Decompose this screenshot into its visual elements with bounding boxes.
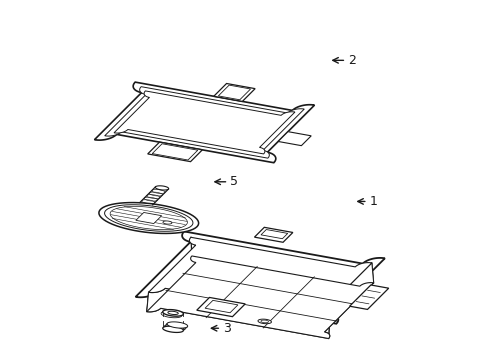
Text: 3: 3 <box>223 322 230 335</box>
Polygon shape <box>104 205 193 231</box>
Polygon shape <box>148 237 371 318</box>
Polygon shape <box>196 297 244 317</box>
Polygon shape <box>167 311 178 315</box>
Polygon shape <box>163 221 172 224</box>
Polygon shape <box>135 231 384 324</box>
Polygon shape <box>166 323 186 329</box>
Polygon shape <box>146 288 329 338</box>
Polygon shape <box>114 91 294 154</box>
Polygon shape <box>147 142 202 162</box>
Text: 1: 1 <box>369 195 377 208</box>
Polygon shape <box>136 212 162 224</box>
Polygon shape <box>155 186 168 190</box>
Polygon shape <box>278 132 310 146</box>
Polygon shape <box>163 310 183 316</box>
Polygon shape <box>167 322 187 328</box>
Polygon shape <box>110 206 187 230</box>
Polygon shape <box>213 84 255 102</box>
Polygon shape <box>261 320 268 323</box>
Polygon shape <box>146 256 373 338</box>
Polygon shape <box>94 82 314 163</box>
Polygon shape <box>163 326 183 332</box>
Polygon shape <box>152 144 197 160</box>
Polygon shape <box>324 263 373 338</box>
Polygon shape <box>104 87 304 158</box>
Polygon shape <box>99 203 198 233</box>
Polygon shape <box>258 319 271 324</box>
Polygon shape <box>164 324 185 331</box>
Text: 2: 2 <box>347 54 355 67</box>
Text: 4: 4 <box>223 304 230 317</box>
Polygon shape <box>261 230 287 239</box>
Polygon shape <box>161 311 182 318</box>
Polygon shape <box>349 285 388 310</box>
Polygon shape <box>254 227 292 242</box>
Polygon shape <box>218 85 250 100</box>
Text: 5: 5 <box>230 175 238 188</box>
Polygon shape <box>204 300 238 313</box>
